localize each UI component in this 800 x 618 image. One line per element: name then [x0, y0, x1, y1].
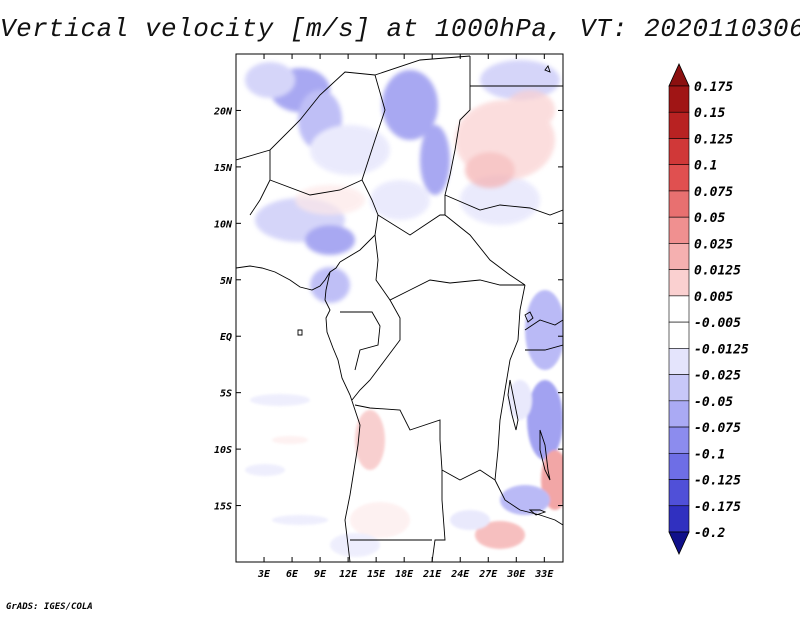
- colorbar-label: -0.1: [694, 447, 725, 462]
- colorbar-label: -0.05: [694, 395, 733, 410]
- colorbar-label: -0.0125: [694, 342, 749, 357]
- colorbar-label: 0.0125: [694, 264, 741, 279]
- colorbar-segment: [668, 85, 690, 113]
- lon-tick-label: 24E: [450, 569, 470, 580]
- lat-tick-label: EQ: [220, 332, 232, 343]
- colorbar-segment: [668, 426, 690, 454]
- colorbar-label: -0.2: [694, 526, 725, 541]
- lon-tick-label: 12E: [339, 569, 358, 580]
- colorbar-label: 0.175: [694, 80, 733, 95]
- colorbar-segment: [668, 269, 690, 297]
- colorbar-segment: [668, 348, 690, 375]
- colorbar-label: 0.075: [694, 185, 733, 200]
- colorbar-label: 0.1: [694, 159, 717, 174]
- footer-credit: GrADS: IGES/COLA: [6, 602, 93, 612]
- lon-tick-label: 21E: [422, 569, 442, 580]
- longitude-axis: 3E 6E 9E 12E 15E 18E 21E 24E 27E 30E 33E: [257, 54, 554, 580]
- colorbar-label: -0.025: [694, 369, 741, 384]
- velocity-field: [245, 60, 563, 557]
- lat-tick-label: 15N: [214, 163, 233, 174]
- colorbar-label: 0.05: [694, 211, 725, 226]
- lon-tick-label: 30E: [506, 569, 526, 580]
- colorbar-label: 0.15: [694, 106, 725, 121]
- colorbar-segment: [668, 295, 690, 323]
- lon-tick-label: 27E: [478, 569, 498, 580]
- lat-tick-label: 5S: [220, 389, 232, 400]
- lon-tick-label: 33E: [534, 569, 554, 580]
- colorbar-label: -0.125: [694, 474, 741, 489]
- colorbar-segment: [668, 243, 690, 270]
- colorbar-segment: [668, 190, 690, 218]
- map-title: Vertical velocity [m/s] at 1000hPa, VT: …: [0, 14, 800, 44]
- colorbar-label: 0.125: [694, 132, 733, 147]
- colorbar-label: -0.005: [694, 316, 741, 331]
- lon-tick-label: 15E: [367, 569, 386, 580]
- map-frame: [235, 53, 564, 563]
- colorbar-segment: [668, 479, 690, 507]
- colorbar: 0.175 0.15 0.125 0.1 0.075 0.05 0.025 0.0125 0.0…: [668, 63, 749, 555]
- colorbar-label: -0.075: [694, 421, 741, 436]
- lon-tick-label: 6E: [286, 569, 299, 580]
- colorbar-top-arrow: [668, 63, 690, 87]
- lat-tick-label: 5N: [220, 276, 233, 287]
- lat-tick-label: 10S: [214, 445, 232, 456]
- colorbar-segment: [668, 138, 690, 166]
- colorbar-label: 0.005: [694, 290, 733, 305]
- colorbar-segment: [668, 321, 690, 349]
- colorbar-segment: [668, 164, 690, 192]
- lon-tick-label: 3E: [257, 569, 271, 580]
- lat-tick-label: 15S: [214, 502, 232, 513]
- country-borders: [236, 55, 563, 562]
- colorbar-label: -0.175: [694, 500, 741, 515]
- colorbar-bottom-arrow: [668, 531, 690, 555]
- lon-tick-label: 18E: [395, 569, 414, 580]
- lat-tick-label: 20N: [213, 106, 233, 117]
- colorbar-segment: [668, 374, 690, 402]
- colorbar-segment: [668, 452, 690, 480]
- lon-tick-label: 9E: [314, 569, 327, 580]
- colorbar-segment: [668, 400, 690, 428]
- colorbar-label: 0.025: [694, 237, 733, 252]
- colorbar-segment: [668, 216, 690, 244]
- colorbar-segment: [668, 111, 690, 139]
- colorbar-segment: [668, 505, 690, 533]
- lat-tick-label: 10N: [214, 219, 233, 230]
- latitude-axis: 20N 15N 10N 5N EQ 5S 10S 15S: [213, 106, 563, 513]
